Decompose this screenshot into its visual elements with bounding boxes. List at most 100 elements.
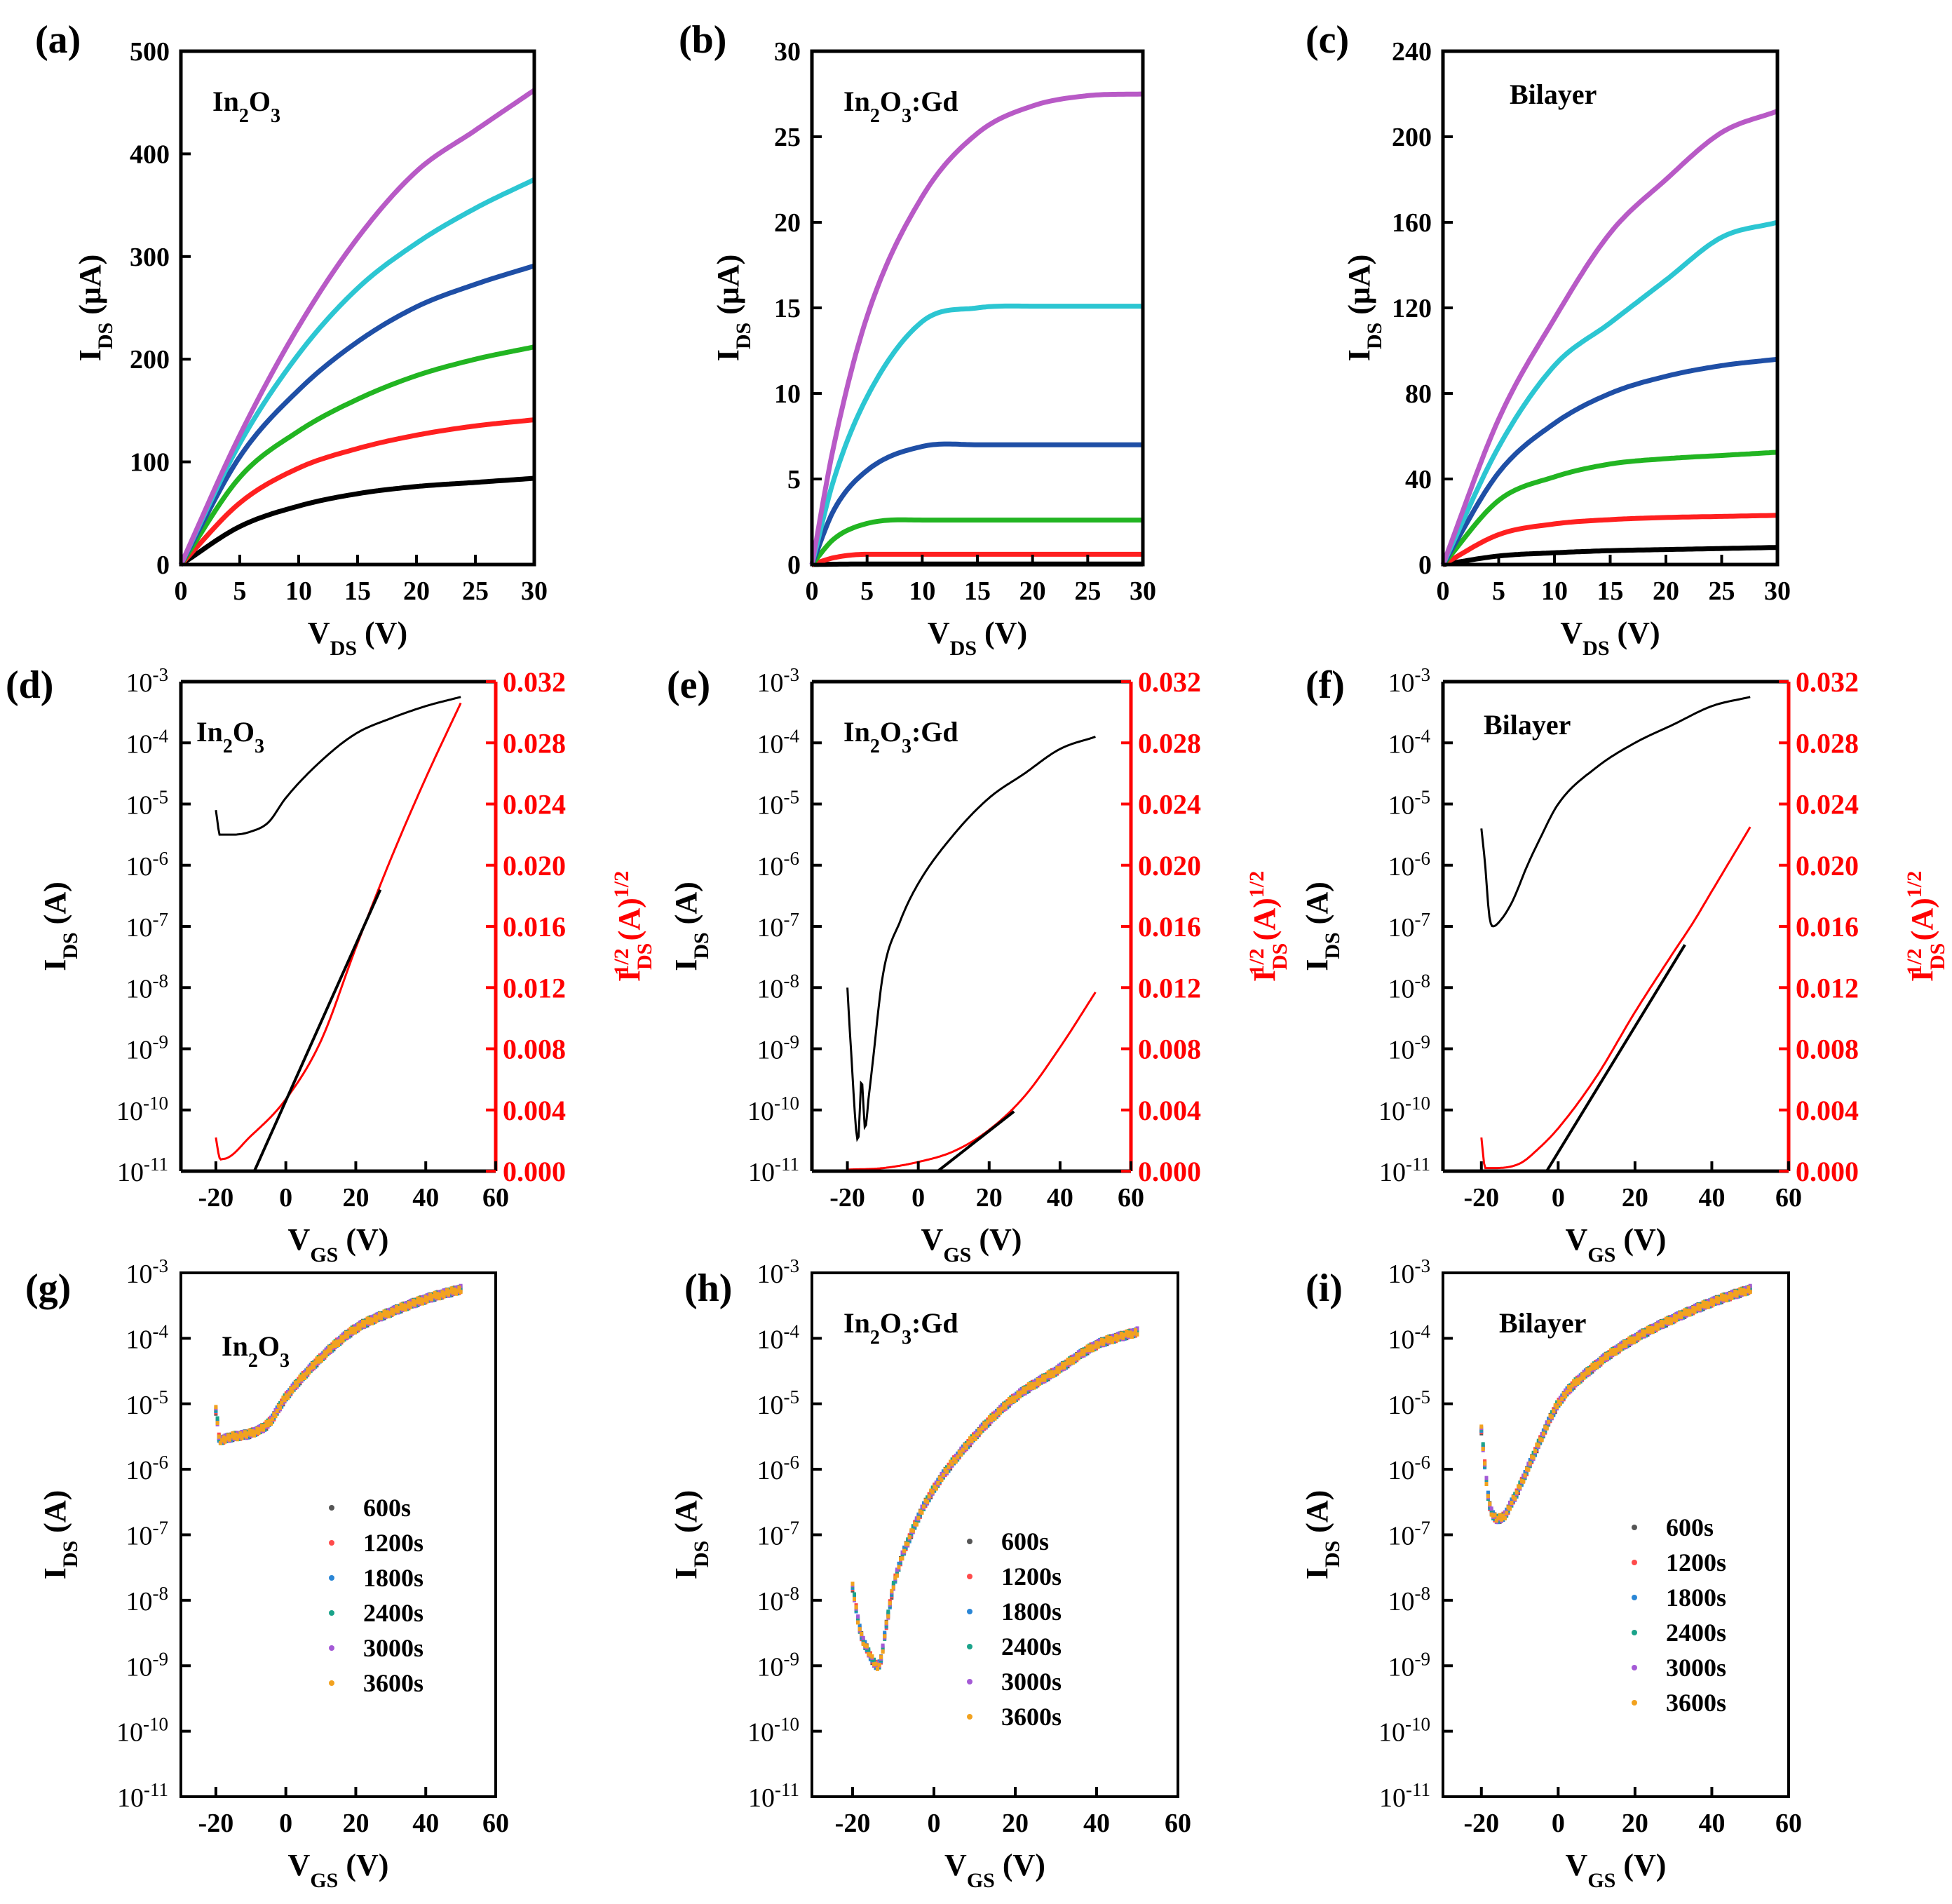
x-tick-label: 0 (279, 1183, 292, 1213)
x-tick-label: 5 (1492, 576, 1505, 606)
panel-h: -20 0 20 40 6010-1110-1010-910-810-710-610-5… (669, 1255, 1191, 1892)
label-sub: DS (690, 932, 713, 959)
x-tick-label: -20 (1463, 1809, 1499, 1838)
y-tick-label: 10-7 (757, 909, 800, 943)
y-tick-label: 10-10 (747, 1093, 799, 1126)
panel-label: (e) (667, 663, 710, 707)
tick-exponent: -4 (153, 725, 169, 746)
y-axis-label: IDS (A) (1300, 882, 1344, 971)
y2-tick-label: 0.032 (1796, 666, 1859, 698)
y2-tick-label: 0.024 (503, 789, 566, 821)
y-tick-label: 10-7 (126, 1518, 169, 1551)
label-main: I (669, 1567, 703, 1579)
legend-marker (1632, 1560, 1637, 1565)
tick-base: 10 (1388, 974, 1415, 1004)
tick-exponent: -10 (774, 1714, 799, 1735)
scatter-series-6 (214, 1285, 463, 1445)
tick-exponent: -3 (153, 1255, 169, 1276)
x-tick-label: 20 (1019, 576, 1046, 606)
panel-d: -20 0 20 40 6010-1110-1010-910-810-710-610-5… (6, 663, 656, 1267)
tick-exponent: -6 (153, 1452, 169, 1473)
x-tick-label: 30 (1764, 576, 1791, 606)
y2-tick-label: 0.000 (503, 1156, 566, 1187)
sqrt-curve (1480, 826, 1751, 1170)
scatter-series-1 (850, 1328, 1139, 1670)
tick-exponent: -8 (153, 970, 169, 991)
label-unit: (V) (338, 1222, 388, 1257)
label-main: V (944, 1848, 967, 1882)
tick-exponent: -7 (153, 909, 169, 930)
tick-exponent: -3 (1415, 1255, 1431, 1276)
x-tick-label: 5 (233, 576, 247, 606)
y2-tick-label: 0.000 (1138, 1156, 1201, 1187)
y2-tick-label: 0.008 (1796, 1034, 1859, 1065)
legend-marker (967, 1574, 972, 1579)
y2-tick-label: 0.024 (1796, 789, 1859, 821)
tick-exponent: -4 (784, 725, 800, 746)
y-tick-label: 0 (1418, 551, 1432, 580)
tick-base: 10 (1388, 913, 1415, 943)
label-sup: 1/2 (1903, 948, 1926, 975)
formula-part: :Gd (911, 716, 958, 748)
tick-base: 10 (1388, 729, 1415, 759)
y2-tick-label: 0.020 (1796, 850, 1859, 882)
tick-base: 10 (126, 1325, 153, 1354)
formula-part: :Gd (911, 86, 958, 117)
y-tick-label: 10-4 (1388, 1321, 1431, 1354)
formula-part: :Gd (911, 1307, 958, 1339)
tick-exponent: -10 (1405, 1093, 1430, 1114)
legend-label: 3600s (1666, 1689, 1726, 1717)
panel-label: (f) (1306, 663, 1345, 707)
y-tick-label: 10-10 (116, 1714, 168, 1748)
x-tick-label: -20 (835, 1809, 871, 1838)
y-tick-label: 10-6 (757, 848, 800, 882)
y-tick-label: 30 (774, 37, 801, 67)
label-main: I (38, 1567, 72, 1579)
legend-label: 3000s (363, 1634, 423, 1662)
tick-exponent: -3 (1415, 664, 1431, 685)
y2-tick-label: 0.004 (1796, 1095, 1859, 1126)
y-tick-label: 10-4 (757, 725, 800, 759)
tick-base: 10 (757, 1456, 784, 1485)
tick-base: 10 (116, 1718, 143, 1748)
formula-part: O (880, 716, 902, 748)
formula-part: 3 (255, 736, 264, 757)
y-tick-label: 240 (1392, 37, 1432, 67)
label-sub: GS (310, 1243, 338, 1267)
tick-base: 10 (757, 1652, 784, 1682)
label-main: I (38, 959, 72, 971)
tick-exponent: -11 (1406, 1154, 1430, 1175)
tick-exponent: -7 (784, 1518, 800, 1539)
x-tick-label: -20 (198, 1809, 234, 1838)
series-6-line (1440, 109, 1779, 566)
x-tick-label: 0 (279, 1809, 292, 1838)
x-tick-label: 10 (909, 576, 935, 606)
legend-marker (1632, 1700, 1637, 1706)
y-tick-label: 10-5 (126, 787, 169, 821)
panel-g: -20 0 20 40 6010-1110-1010-910-810-710-610-5… (25, 1255, 509, 1892)
y2-tick-label: 0.028 (503, 727, 566, 759)
tick-exponent: -11 (1406, 1779, 1430, 1800)
y-tick-label: 200 (1392, 123, 1432, 152)
panel-e: -20 0 20 40 6010-1110-1010-910-810-710-610-5… (667, 663, 1292, 1267)
y2-axis-label: IDS1/2 (A)1/2 (1903, 871, 1949, 982)
formula-part: 2 (870, 105, 880, 127)
formula-part: 2 (239, 105, 249, 127)
legend-label: 3600s (1001, 1703, 1062, 1731)
formula-part: In (843, 1307, 870, 1339)
legend-label: 3600s (363, 1669, 423, 1697)
tick-base: 10 (1378, 1718, 1405, 1748)
y-tick-label: 160 (1392, 208, 1432, 238)
tick-base: 10 (1388, 1036, 1415, 1065)
y2-tick-label: 0.004 (503, 1095, 566, 1126)
label-unit: (V) (357, 616, 407, 650)
series-5-line (1440, 220, 1778, 566)
y-tick-label: 10-10 (1378, 1714, 1430, 1748)
tick-exponent: -5 (784, 1386, 800, 1407)
x-axis-label: VGS (V) (1566, 1222, 1667, 1267)
y-tick-label: 10-3 (757, 1255, 800, 1289)
y2-tick-label: 0.012 (503, 972, 566, 1004)
tick-exponent: -10 (1405, 1714, 1430, 1735)
linear-fit-line (1545, 944, 1686, 1173)
y-tick-label: 0 (787, 551, 801, 580)
